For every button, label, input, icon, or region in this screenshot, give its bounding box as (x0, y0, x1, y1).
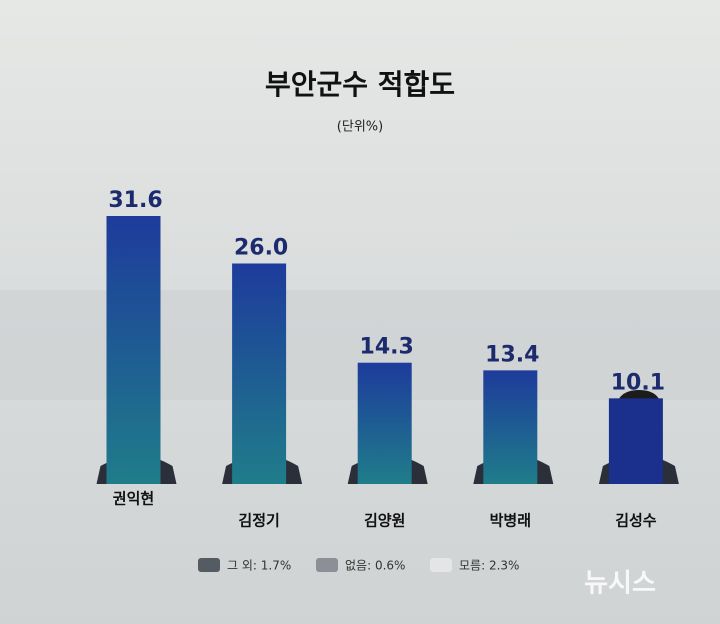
watermark: 뉴시스 (584, 569, 656, 599)
note: 그 외: 1.7% (227, 559, 291, 573)
x-tick-label: 박병래 (490, 512, 531, 530)
note: 모름: 2.3% (459, 559, 519, 573)
value-label: 10.1 (611, 370, 665, 395)
value-label: 31.6 (108, 188, 162, 213)
x-tick-label: 권익현 (113, 490, 154, 508)
legend-swatch (316, 558, 338, 572)
x-tick-label: 김성수 (615, 512, 657, 530)
note: 없음: 0.6% (345, 559, 405, 573)
legend-swatch (198, 558, 220, 572)
bar (106, 216, 161, 484)
legend-swatch (430, 558, 452, 572)
value-label: 26.0 (234, 235, 288, 260)
bar (357, 362, 412, 484)
bar (483, 370, 538, 484)
chart-title: 부안군수 적합도 (265, 68, 455, 101)
x-tick-label: 김양원 (364, 512, 405, 530)
bar (608, 398, 663, 484)
value-label: 13.4 (485, 342, 539, 367)
bar (232, 263, 287, 484)
hair (615, 390, 663, 418)
x-tick-label: 김정기 (238, 512, 279, 530)
chart-subtitle: (단위%) (337, 120, 383, 135)
value-label: 14.3 (360, 335, 414, 360)
